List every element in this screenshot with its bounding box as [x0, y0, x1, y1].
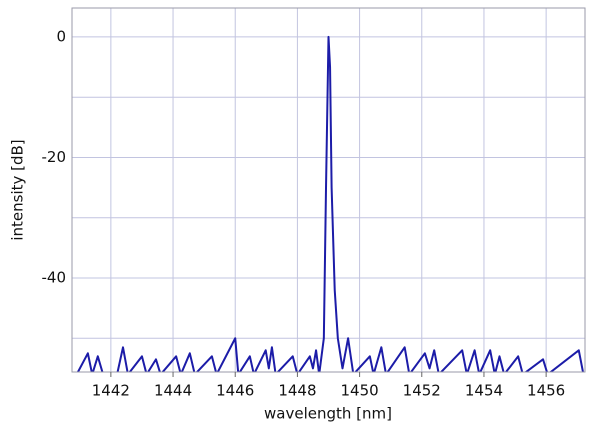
x-tick-label: 1448 — [278, 382, 316, 400]
x-tick-label: 1442 — [92, 382, 130, 400]
y-axis-label: intensity [dB] — [9, 139, 27, 240]
plot-frame — [71, 7, 586, 373]
y-tick-label: -40 — [42, 268, 67, 286]
x-tick-label: 1454 — [465, 382, 503, 400]
x-tick-label: 1452 — [403, 382, 441, 400]
x-tick-label: 1450 — [340, 382, 378, 400]
x-tick-label: 1456 — [527, 382, 565, 400]
y-tick-label: 0 — [56, 27, 66, 45]
y-tick-label: -20 — [42, 148, 67, 166]
x-tick-label: 1444 — [154, 382, 192, 400]
x-tick-label: 1446 — [216, 382, 254, 400]
x-axis-label: wavelength [nm] — [264, 405, 392, 423]
